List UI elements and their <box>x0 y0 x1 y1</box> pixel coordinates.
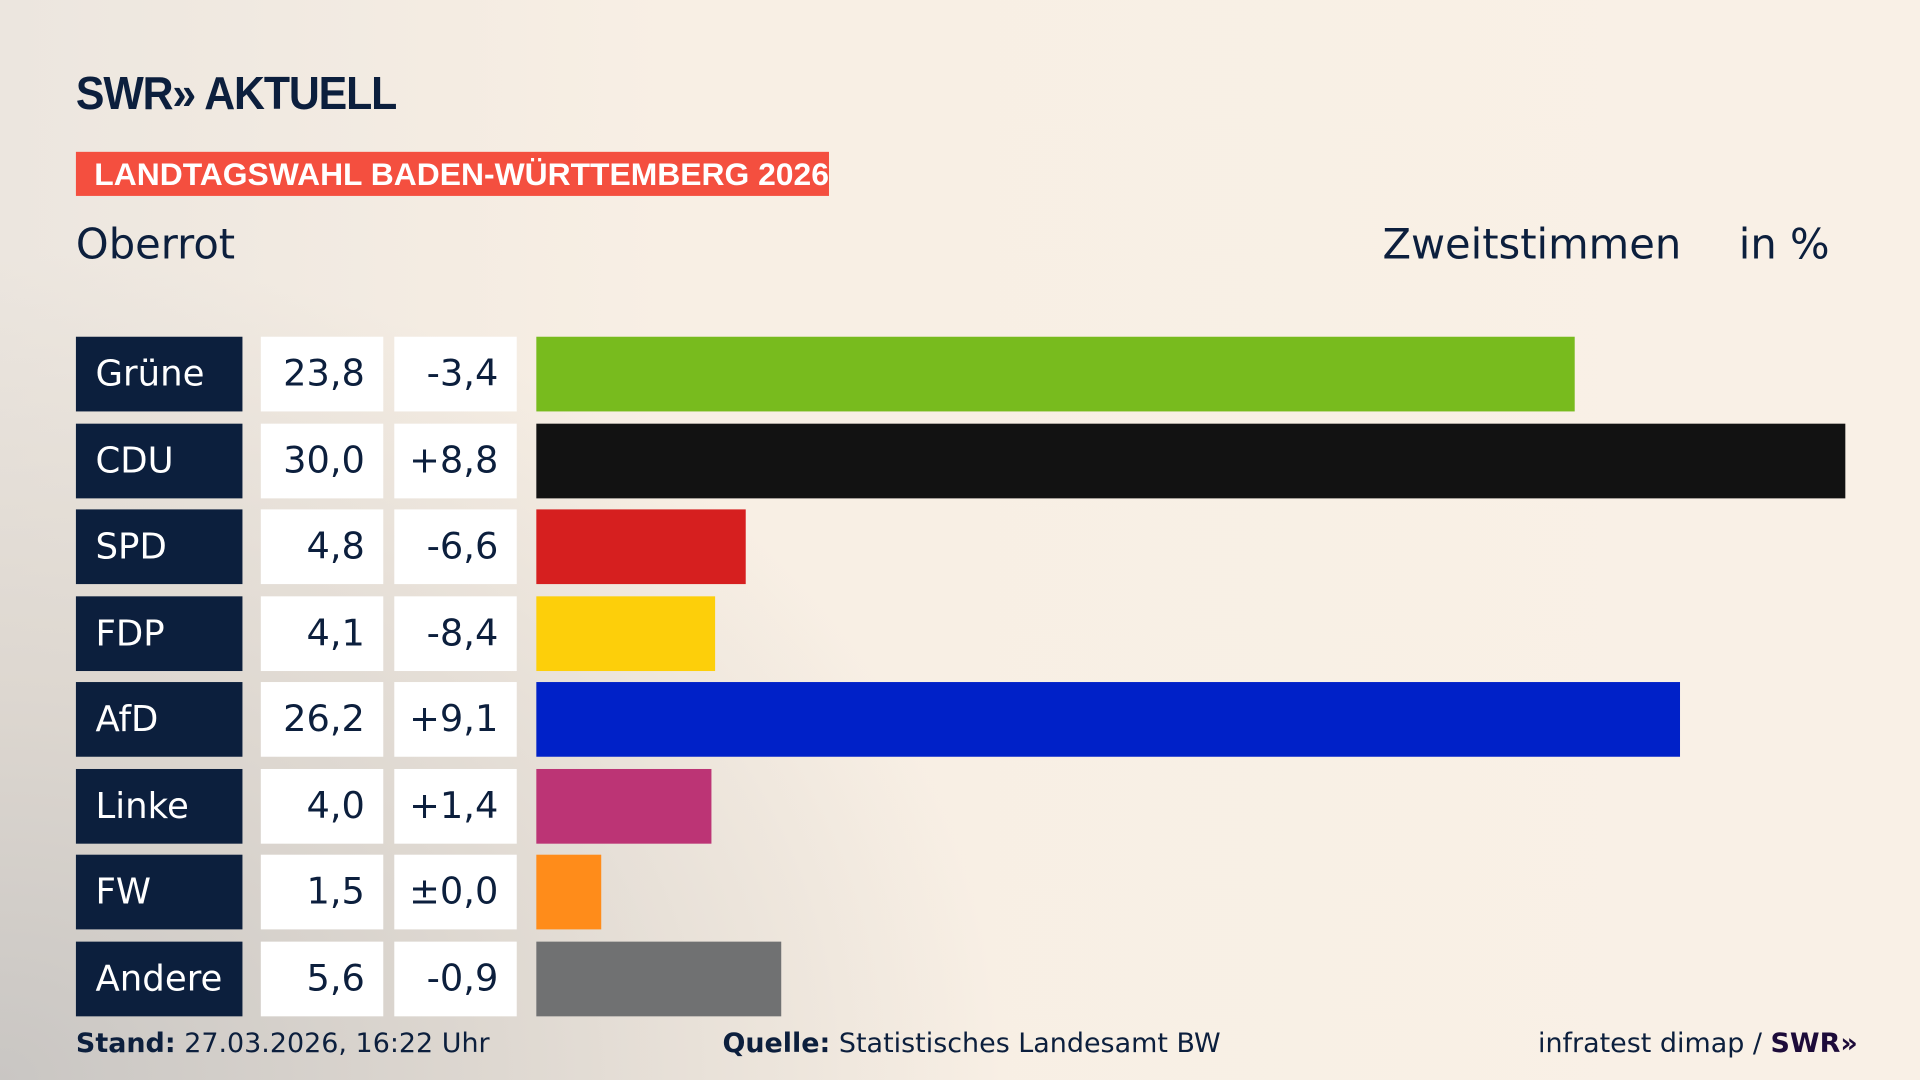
change-label: -0,9 <box>394 941 517 1016</box>
bar <box>536 682 1680 757</box>
value-label: 4,1 <box>260 595 384 671</box>
credit: infratest dimap / SWR» <box>1538 1029 1858 1060</box>
change-label: +9,1 <box>394 682 517 757</box>
value-label: 1,5 <box>260 854 384 930</box>
bar <box>536 509 746 585</box>
stand-label: Stand: <box>75 1028 176 1060</box>
bar <box>536 595 716 671</box>
party-label: FDP <box>75 595 243 671</box>
change-label: +1,4 <box>394 768 517 844</box>
change-label: ±0,0 <box>394 854 517 930</box>
measure-label: Zweitstimmen <box>1382 220 1682 270</box>
swr-logo: SWR» <box>1770 1028 1858 1060</box>
bar <box>536 854 602 930</box>
value-label: 4,8 <box>260 509 384 585</box>
bar <box>536 423 1846 498</box>
swr-aktuell-logo: SWR» AKTUELL <box>75 68 397 121</box>
party-label: SPD <box>75 509 243 585</box>
source-value: Statistisches Landesamt BW <box>838 1028 1221 1060</box>
bar <box>536 768 711 844</box>
source-label: Quelle: <box>722 1028 831 1060</box>
region-title: Oberrot <box>75 220 236 270</box>
bar <box>536 336 1575 412</box>
change-label: -6,6 <box>394 509 517 585</box>
change-label: -8,4 <box>394 595 517 671</box>
party-label: AfD <box>75 682 243 757</box>
unit-label: in % <box>1738 220 1830 270</box>
value-label: 5,6 <box>260 941 384 1016</box>
credit-text: infratest dimap / <box>1537 1028 1771 1060</box>
value-label: 26,2 <box>260 682 384 757</box>
source: Quelle: Statistisches Landesamt BW <box>722 1029 1220 1060</box>
party-label: Linke <box>75 768 243 844</box>
value-label: 4,0 <box>260 768 384 844</box>
timestamp: Stand: 27.03.2026, 16:22 Uhr <box>76 1029 490 1060</box>
stand-value: 27.03.2026, 16:22 Uhr <box>184 1028 490 1060</box>
party-label: FW <box>75 854 243 930</box>
party-label: Grüne <box>75 336 243 412</box>
change-label: +8,8 <box>394 423 517 498</box>
value-label: 30,0 <box>260 423 384 498</box>
party-label: CDU <box>75 423 243 498</box>
party-label: Andere <box>75 941 243 1016</box>
value-label: 23,8 <box>260 336 384 412</box>
change-label: -3,4 <box>394 336 517 412</box>
bar <box>536 941 781 1016</box>
election-banner: LANDTAGSWAHL BADEN-WÜRTTEMBERG 2026 <box>75 151 829 196</box>
